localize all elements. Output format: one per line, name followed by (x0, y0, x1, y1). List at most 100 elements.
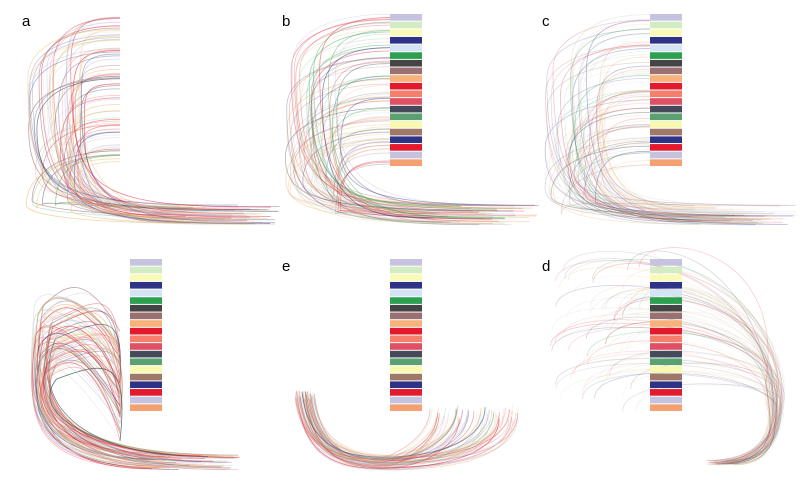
curve (337, 161, 448, 217)
curve (322, 116, 533, 209)
curve (72, 50, 271, 208)
curve (581, 164, 778, 218)
curve (294, 396, 489, 465)
curve (545, 44, 695, 210)
curve (627, 250, 775, 465)
curve (297, 398, 449, 462)
curve (31, 326, 160, 469)
curve (584, 142, 726, 218)
bar-segment (390, 350, 422, 358)
curve (560, 371, 772, 466)
curve (309, 398, 463, 461)
curve (593, 99, 764, 223)
panel: d (542, 247, 785, 466)
curve (42, 124, 243, 211)
curve (67, 148, 276, 221)
curve (296, 391, 500, 469)
bar-segment (650, 82, 682, 90)
curve (296, 396, 510, 470)
curve (309, 399, 513, 461)
bar-segment (390, 128, 422, 136)
curve (639, 287, 782, 463)
curve (559, 266, 773, 465)
curve (597, 160, 720, 211)
curve (42, 336, 235, 459)
bar-segment (650, 90, 682, 98)
curve (328, 30, 505, 220)
curve (335, 163, 493, 219)
bar-segment (650, 144, 682, 151)
bar-segment (650, 75, 682, 82)
panel: a (22, 13, 280, 225)
bar-segment (390, 312, 422, 320)
curve (565, 81, 761, 210)
bar-segment (650, 304, 682, 312)
curve (70, 161, 249, 225)
curve (554, 319, 785, 462)
bar-segment (130, 335, 162, 343)
curve (608, 350, 783, 462)
bar-segment (650, 281, 682, 289)
curve (48, 347, 224, 458)
bar-segment (130, 281, 162, 289)
bar-segment (390, 144, 422, 151)
curve (41, 292, 203, 458)
bar-segment (390, 21, 422, 29)
bar-segment (390, 67, 422, 75)
curve (336, 141, 515, 207)
curve (307, 112, 474, 213)
curve (295, 399, 506, 459)
panel-label: d (542, 258, 550, 275)
curve (31, 337, 231, 469)
curve (574, 74, 703, 221)
curve (310, 100, 525, 206)
curve (562, 250, 784, 464)
bar-segment (390, 297, 422, 304)
curve (579, 32, 734, 211)
curve (564, 258, 776, 465)
curve (582, 373, 781, 461)
bar-segment (390, 366, 422, 373)
curve (332, 75, 505, 219)
curve (552, 19, 783, 223)
bar-segment (650, 29, 682, 36)
curve (49, 367, 209, 458)
curve (557, 125, 706, 213)
curve (41, 341, 165, 467)
panel (30, 259, 240, 471)
curve (297, 38, 467, 208)
curve (54, 75, 233, 216)
curve (302, 393, 440, 468)
curve (314, 397, 505, 458)
curve (594, 372, 779, 462)
bar-segment (390, 266, 422, 274)
curve (596, 69, 772, 220)
curve (40, 359, 177, 464)
curve (555, 285, 774, 464)
curve (27, 48, 181, 207)
curve (314, 133, 506, 223)
curve (571, 275, 782, 465)
bar-segment (130, 404, 162, 411)
bar-segment (130, 389, 162, 396)
curve (78, 49, 208, 222)
curve (52, 18, 186, 217)
bar-segment (650, 266, 682, 274)
curve (546, 61, 730, 216)
curve (571, 33, 776, 213)
curve (603, 89, 741, 219)
curve (294, 29, 523, 210)
curve (298, 97, 516, 217)
curve (284, 107, 514, 212)
curve (570, 28, 763, 225)
bar-segment (130, 366, 162, 373)
curve (572, 48, 756, 226)
curve (31, 150, 171, 216)
curve (332, 85, 435, 222)
curve (312, 78, 480, 226)
curve (304, 395, 457, 460)
curve (308, 31, 461, 207)
bar-segment (130, 381, 162, 389)
curve (80, 58, 251, 217)
curve (550, 145, 735, 217)
